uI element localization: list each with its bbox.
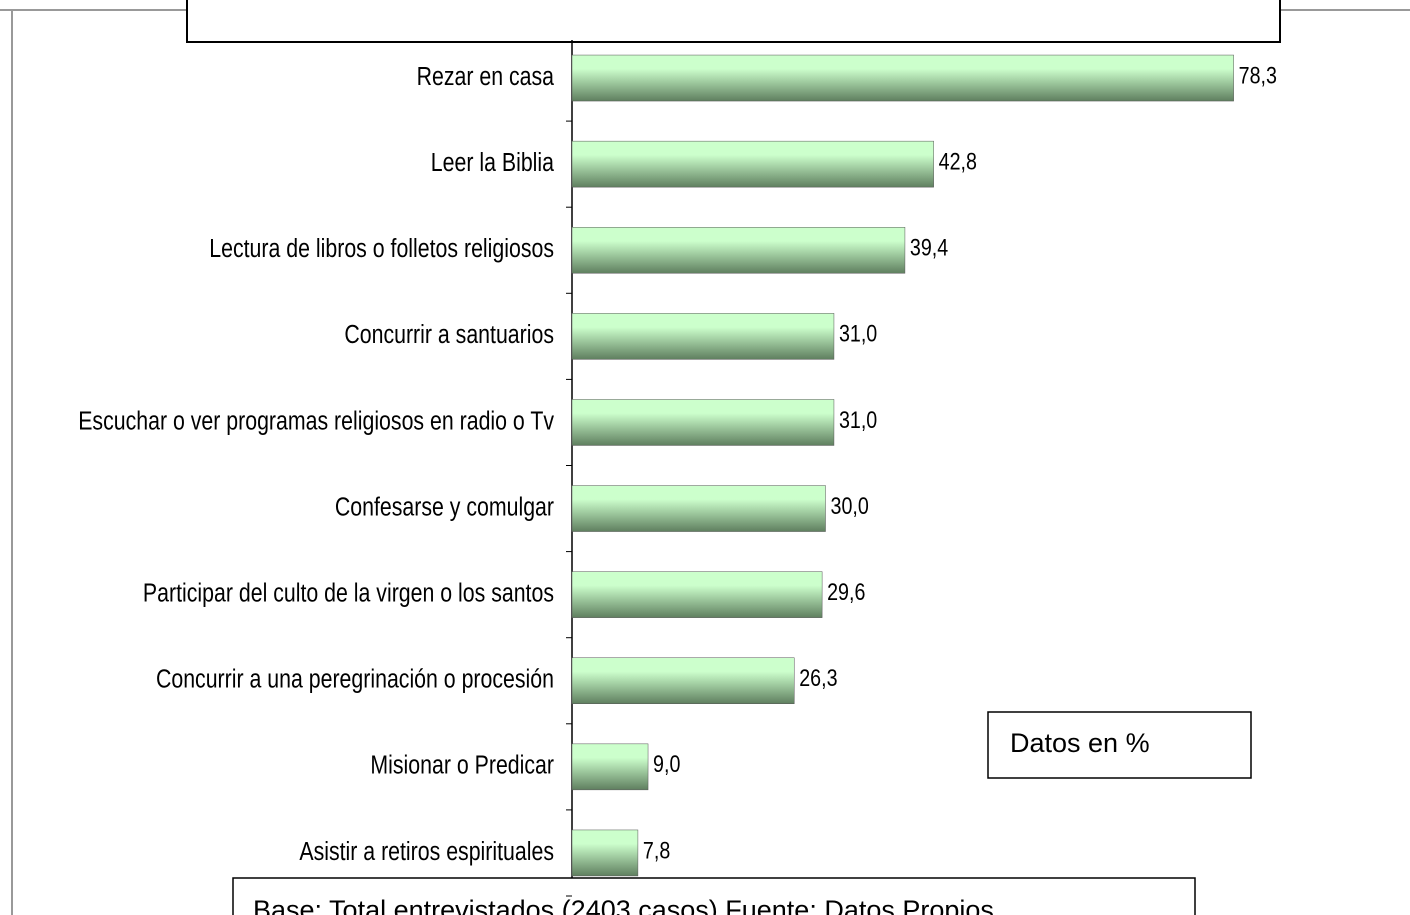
- value-label: 9,0: [653, 750, 680, 777]
- value-label: 42,8: [939, 148, 977, 175]
- y-tick-label: Escuchar o ver programas religiosos en r…: [78, 406, 554, 436]
- y-tick-label: Leer la Biblia: [431, 148, 555, 178]
- value-label: 7,8: [643, 836, 670, 863]
- bar: [571, 227, 906, 274]
- value-label: 39,4: [910, 234, 948, 261]
- y-tick-label: Lectura de libros o folletos religiosos: [209, 234, 554, 264]
- footer: Base: Total entrevistados (2403 casos) F…: [253, 895, 994, 915]
- y-tick-label: Participar del culto de la virgen o los …: [143, 579, 554, 609]
- value-label: 26,3: [799, 664, 837, 691]
- bar: [571, 657, 795, 704]
- annotation-box: [987, 711, 1252, 779]
- y-tick-label: Concurrir a una peregrinación o procesió…: [156, 665, 554, 695]
- bar: [571, 743, 649, 791]
- bar: [571, 485, 826, 532]
- y-tick-label: Asistir a retiros espirituales: [299, 837, 554, 867]
- value-label: 30,0: [831, 492, 869, 519]
- value-label: 31,0: [839, 320, 877, 347]
- bar: [571, 399, 835, 446]
- y-tick-label: Misionar o Predicar: [370, 751, 554, 781]
- y-tick-label: Concurrir a santuarios: [344, 320, 554, 350]
- value-label: 78,3: [1239, 62, 1277, 89]
- bar: [571, 313, 835, 360]
- bar: [571, 829, 639, 877]
- bar: [571, 54, 1234, 102]
- bar: [571, 140, 934, 188]
- value-label: 31,0: [839, 406, 877, 433]
- annotation: Datos en %: [1010, 728, 1150, 758]
- y-tick-label: Rezar en casa: [417, 62, 555, 92]
- y-tick-label: Confesarse y comulgar: [335, 492, 554, 522]
- title-box: [186, 0, 1281, 43]
- bar: [571, 571, 823, 618]
- value-label: 29,6: [827, 578, 865, 605]
- footer-box: [232, 877, 1196, 915]
